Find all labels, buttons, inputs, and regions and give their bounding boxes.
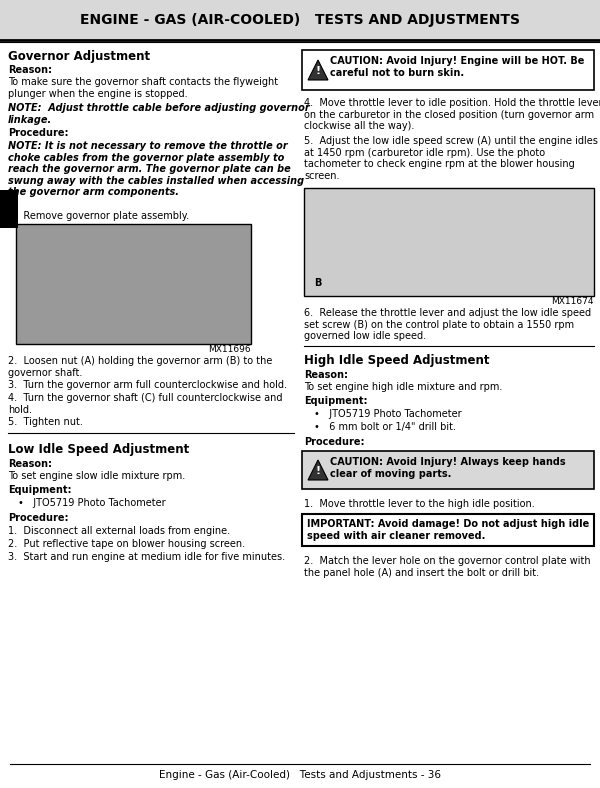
Text: 1.  Move throttle lever to the high idle position.: 1. Move throttle lever to the high idle … [304,499,535,509]
Bar [304,188,594,296]
Text: To set engine slow idle mixture rpm.: To set engine slow idle mixture rpm. [8,471,185,481]
Text: B: B [314,278,322,288]
Text: Procedure:: Procedure: [8,128,68,138]
Text: 1.  Disconnect all external loads from engine.: 1. Disconnect all external loads from en… [8,526,230,536]
Text: 3.  Start and run engine at medium idle for five minutes.: 3. Start and run engine at medium idle f… [8,552,285,562]
Text: •   JTO5719 Photo Tachometer: • JTO5719 Photo Tachometer [18,498,166,508]
Text: •   JTO5719 Photo Tachometer: • JTO5719 Photo Tachometer [314,409,461,419]
Text: Governor Adjustment: Governor Adjustment [8,50,150,63]
Text: 2.  Put reflective tape on blower housing screen.: 2. Put reflective tape on blower housing… [8,539,245,549]
Text: Procedure:: Procedure: [8,513,68,523]
Text: Reason:: Reason: [304,370,348,380]
Text: 1.  Remove governor plate assembly.: 1. Remove governor plate assembly. [8,211,189,221]
Text: 3.  Turn the governor arm full counterclockwise and hold.: 3. Turn the governor arm full counterclo… [8,380,287,390]
Text: IMPORTANT: Avoid damage! Do not adjust high idle
speed with air cleaner removed.: IMPORTANT: Avoid damage! Do not adjust h… [307,519,589,541]
Polygon shape [308,60,328,80]
Text: Reason:: Reason: [8,459,52,469]
Bar [302,451,594,489]
Text: 2.  Match the lever hole on the governor control plate with
the panel hole (A) a: 2. Match the lever hole on the governor … [304,556,590,578]
Text: To make sure the governor shaft contacts the flyweight
plunger when the engine i: To make sure the governor shaft contacts… [8,77,278,98]
Bar [16,224,251,344]
Text: High Idle Speed Adjustment: High Idle Speed Adjustment [304,354,490,367]
Text: CAUTION: Avoid Injury! Always keep hands
clear of moving parts.: CAUTION: Avoid Injury! Always keep hands… [330,457,566,478]
Text: 6.  Release the throttle lever and adjust the low idle speed
set screw (B) on th: 6. Release the throttle lever and adjust… [304,308,591,341]
Text: Engine - Gas (Air-Cooled)   Tests and Adjustments - 36: Engine - Gas (Air-Cooled) Tests and Adju… [159,770,441,780]
Text: •   6 mm bolt or 1/4" drill bit.: • 6 mm bolt or 1/4" drill bit. [314,422,456,432]
Text: To set engine high idle mixture and rpm.: To set engine high idle mixture and rpm. [304,382,502,392]
Text: 4.  Turn the governor shaft (C) full counterclockwise and
hold.: 4. Turn the governor shaft (C) full coun… [8,393,283,414]
Text: 2.  Loosen nut (A) holding the governor arm (B) to the
governor shaft.: 2. Loosen nut (A) holding the governor a… [8,356,272,377]
Text: 5.  Adjust the low idle speed screw (A) until the engine idles
at 1450 rpm (carb: 5. Adjust the low idle speed screw (A) u… [304,136,598,180]
Text: !: ! [316,66,320,76]
Bar [0,0,600,40]
Text: NOTE:  Adjust throttle cable before adjusting governor
linkage.: NOTE: Adjust throttle cable before adjus… [8,103,310,125]
Text: Equipment:: Equipment: [304,396,367,406]
Text: NOTE: It is not necessary to remove the throttle or
choke cables from the govern: NOTE: It is not necessary to remove the … [8,141,304,198]
Bar [0,190,18,228]
Text: Procedure:: Procedure: [304,437,365,447]
Polygon shape [308,460,328,480]
Text: Reason:: Reason: [8,65,52,75]
Bar [302,50,594,90]
Text: ENGINE - GAS (AIR-COOLED)   TESTS AND ADJUSTMENTS: ENGINE - GAS (AIR-COOLED) TESTS AND ADJU… [80,13,520,27]
Text: Equipment:: Equipment: [8,485,71,495]
Text: 5.  Tighten nut.: 5. Tighten nut. [8,417,83,427]
Text: MX11674: MX11674 [551,297,594,306]
Text: CAUTION: Avoid Injury! Engine will be HOT. Be
careful not to burn skin.: CAUTION: Avoid Injury! Engine will be HO… [330,56,584,77]
Text: !: ! [316,466,320,476]
Text: MX11696: MX11696 [208,345,251,354]
Text: Low Idle Speed Adjustment: Low Idle Speed Adjustment [8,443,189,456]
Bar [302,514,594,546]
Text: 4.  Move throttle lever to idle position. Hold the throttle lever
on the carbure: 4. Move throttle lever to idle position.… [304,98,600,131]
